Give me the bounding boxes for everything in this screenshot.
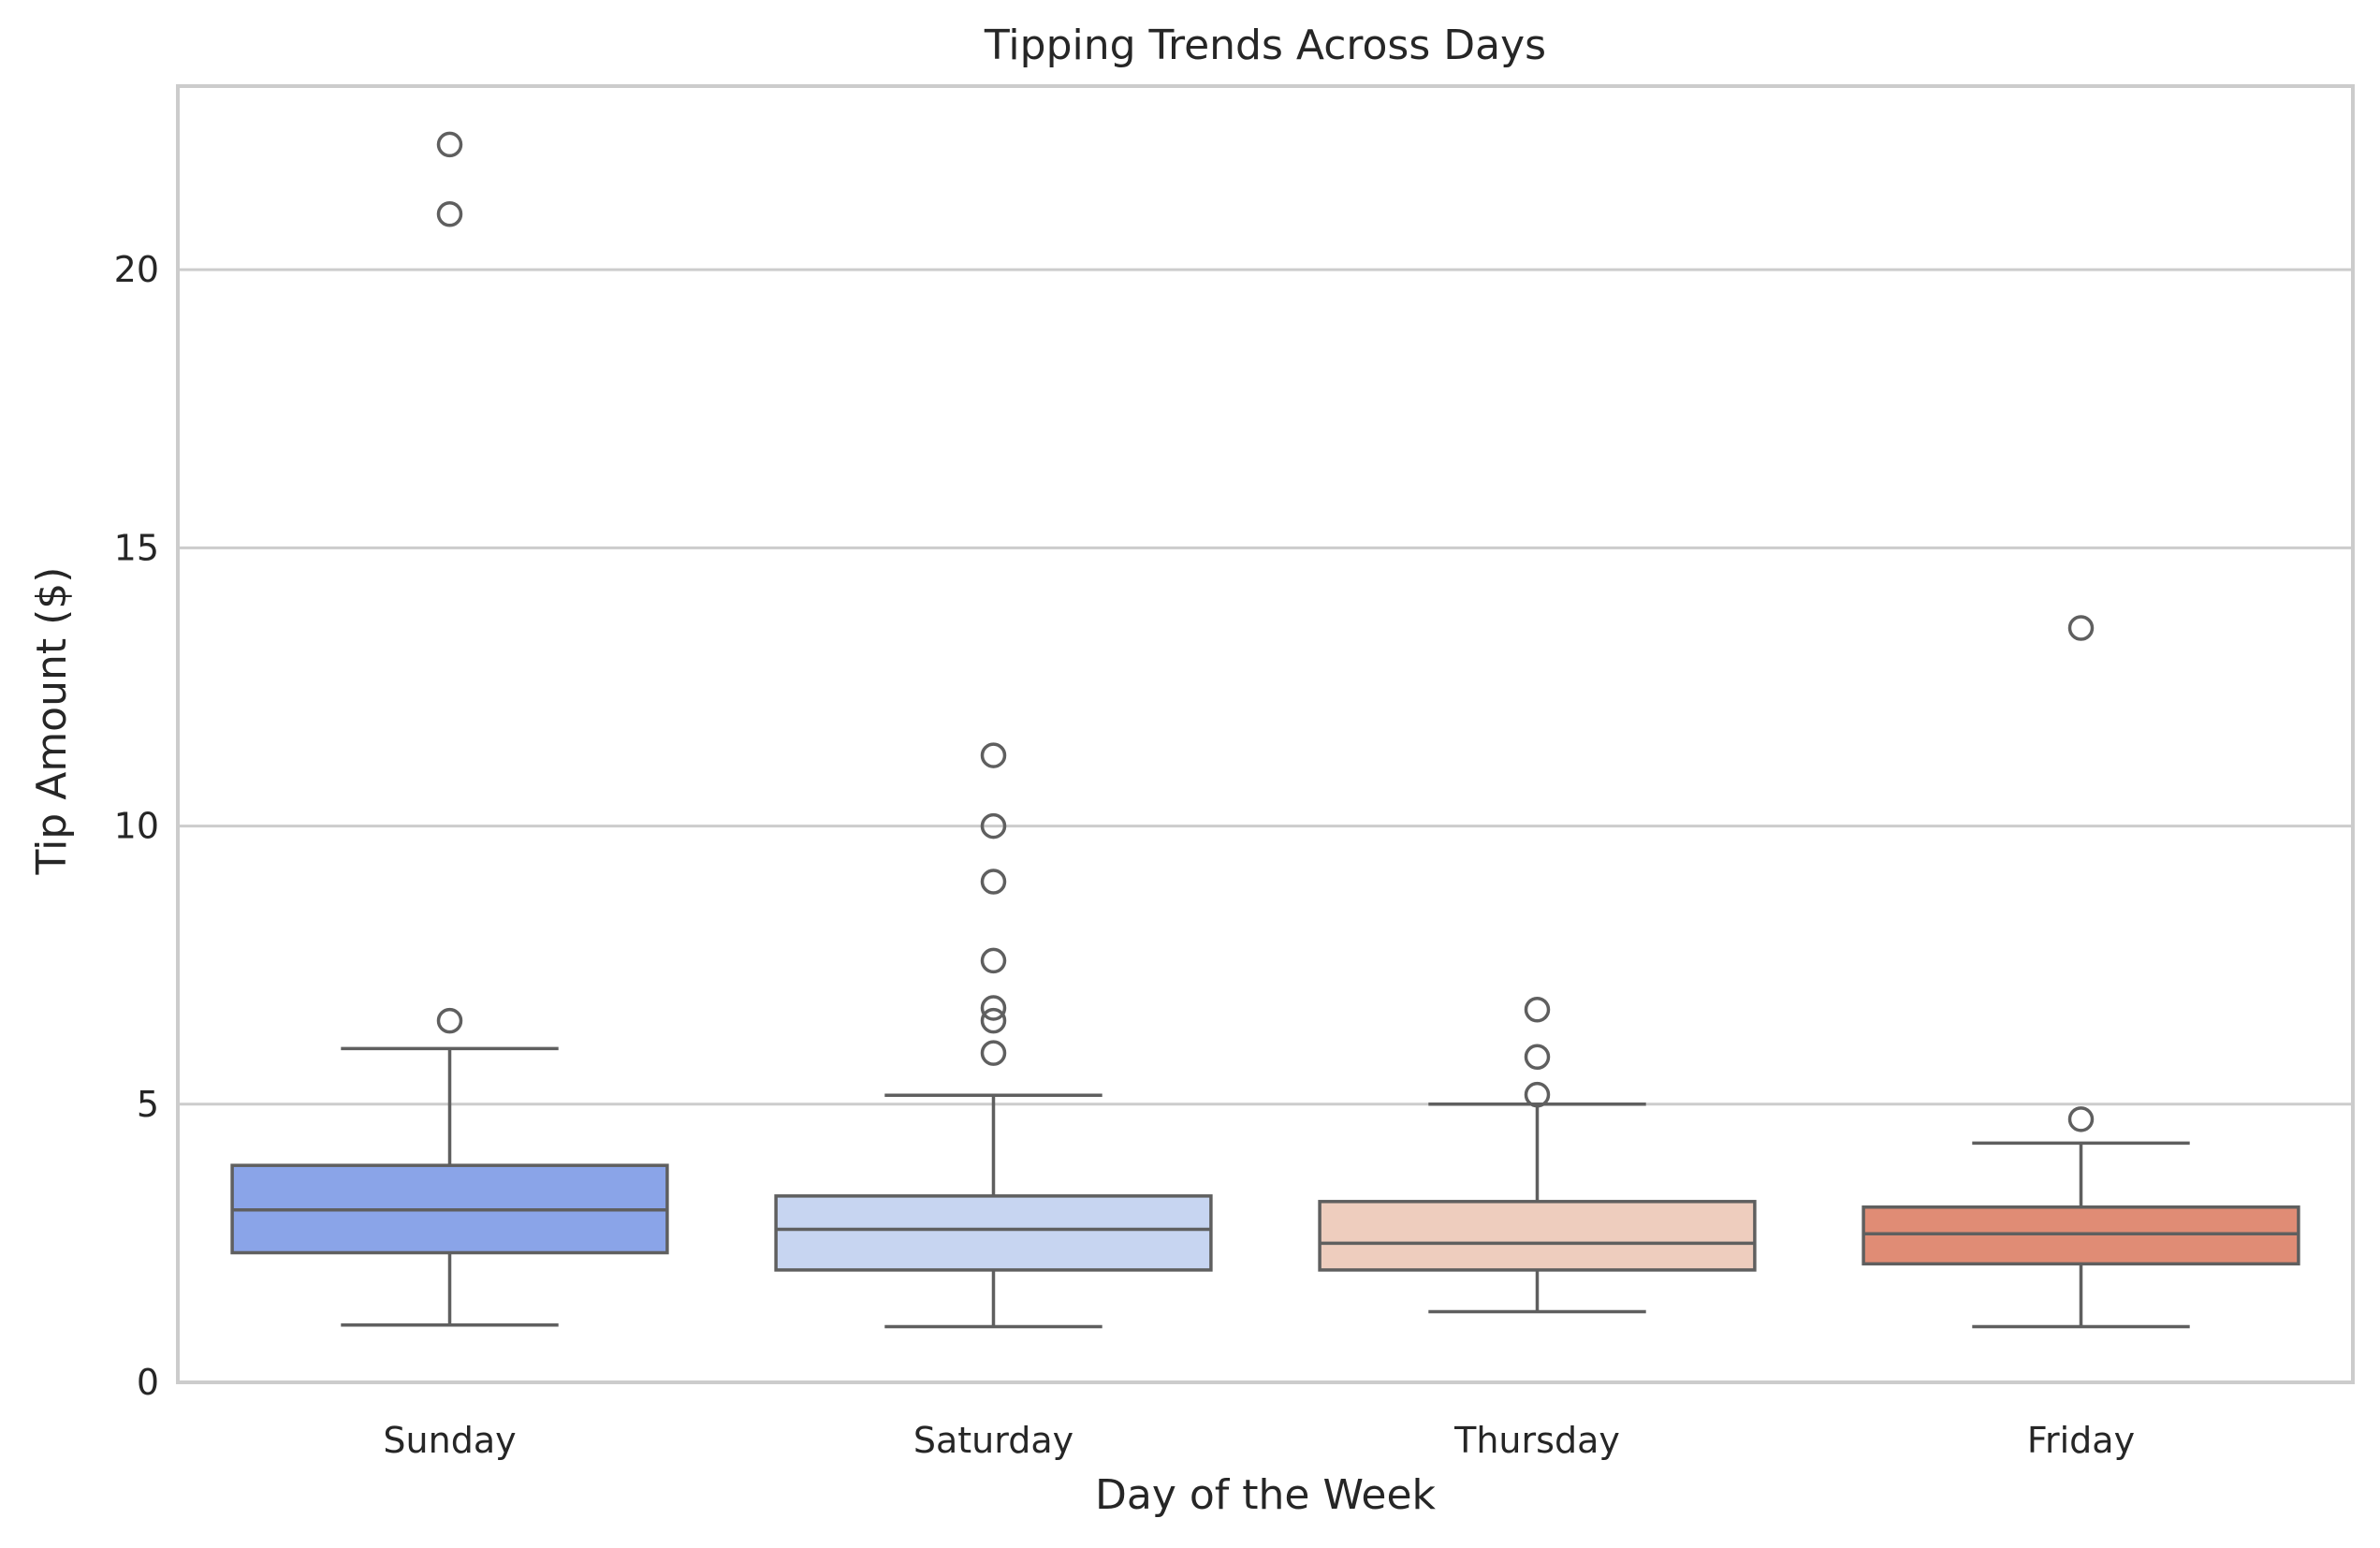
outlier-point-saturday [980, 869, 1007, 895]
y-tick-label: 10 [114, 806, 159, 847]
outlier-point-sunday [436, 131, 463, 158]
box-friday [1862, 1205, 2300, 1266]
y-tick-label: 0 [137, 1362, 159, 1403]
chart-title: Tipping Trends Across Days [984, 22, 1546, 69]
outlier-point-saturday [980, 742, 1007, 768]
outlier-point-saturday [980, 947, 1007, 974]
outlier-point-sunday [436, 1007, 463, 1034]
y-axis-label: Tip Amount ($) [28, 567, 76, 876]
x-tick-label-saturday: Saturday [913, 1420, 1073, 1461]
x-tick-label-friday: Friday [2027, 1420, 2135, 1461]
outlier-point-saturday [980, 812, 1007, 840]
outlier-point-thursday [1524, 1044, 1551, 1071]
x-tick-label-sunday: Sunday [383, 1420, 516, 1461]
x-tick-label-thursday: Thursday [1453, 1420, 1620, 1461]
outlier-point-thursday [1524, 996, 1551, 1023]
outlier-point-friday [2067, 1106, 2095, 1132]
x-axis-label: Day of the Week [1095, 1471, 1437, 1519]
outlier-point-saturday [980, 995, 1007, 1021]
outlier-point-thursday [1524, 1081, 1551, 1108]
outlier-point-sunday [436, 200, 463, 227]
outlier-point-saturday [980, 1007, 1007, 1034]
y-tick-label: 5 [137, 1084, 159, 1125]
box-saturday [774, 1194, 1213, 1272]
plot-area: 0 5 10 15 20 Sunday Saturday Thursday Friday [114, 84, 2355, 1461]
y-tick-label: 20 [114, 249, 159, 290]
plot-frame [176, 84, 2355, 1384]
outlier-point-saturday [980, 1040, 1007, 1066]
y-tick-label: 15 [114, 527, 159, 568]
box-thursday [1318, 1200, 1757, 1272]
outlier-point-friday [2067, 615, 2095, 641]
